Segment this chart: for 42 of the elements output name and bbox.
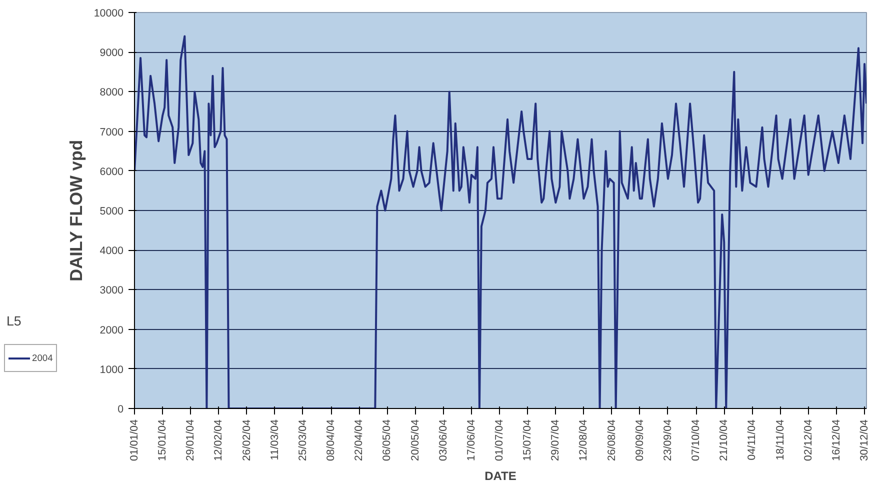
x-tick-label: 11/03/04 [268,419,281,460]
x-tick-label: 06/05/04 [381,419,394,461]
x-tick-label: 04/11/04 [746,419,758,460]
text: L5 [6,314,22,328]
x-tick-label: 07/10/04 [690,419,702,461]
x-tick-label: 16/12/04 [830,419,842,461]
y-tick-label: 6000 [100,166,124,178]
y-axis-title: DAILY FLOW vpd [66,140,86,282]
y-tick-label: 3000 [100,284,124,297]
y-tick-label: 8000 [100,86,124,99]
x-tick-label: 09/09/04 [634,419,646,461]
x-tick-label: 30/12/04 [858,419,870,461]
x-tick-label: 23/09/04 [662,419,674,461]
x-tick-label: 29/01/04 [184,419,197,461]
x-tick-label: 20/05/04 [409,419,422,461]
x-tick-label: 22/04/04 [353,419,366,461]
y-tick-label: 0 [118,404,124,416]
x-tick-label: 25/03/04 [296,419,309,461]
y-tick-label: 7000 [100,126,124,138]
x-tick-label: 29/07/04 [550,419,562,461]
y-tick-label: 5000 [100,206,124,218]
y-tick-label: 9000 [100,47,124,60]
y-tick-label: 1000 [100,364,124,376]
y-tick-label: 10000 [94,8,124,20]
x-tick-label: 18/11/04 [774,419,786,460]
x-axis-title: DATE [484,468,516,483]
legend-label: 2004 [32,353,53,363]
x-tick-label: 26/02/04 [240,419,253,461]
x-tick-label: 01/01/04 [128,419,140,461]
x-tick-label: 08/04/04 [325,419,338,461]
x-tick-label: 26/08/04 [606,419,618,461]
x-tick-label: 01/07/04 [493,419,506,461]
y-tick-label: 4000 [100,245,124,258]
x-tick-label: 02/12/04 [802,419,814,461]
y-tick-label: 2000 [100,324,124,336]
x-tick-label: 03/06/04 [437,419,450,461]
x-tick-label: 21/10/04 [718,419,730,461]
x-tick-label: 17/06/04 [465,419,478,461]
x-tick-label: 15/07/04 [522,419,534,461]
x-tick-label: 12/02/04 [212,419,225,461]
x-tick-label: 12/08/04 [578,419,590,461]
x-tick-label: 15/01/04 [156,419,169,461]
